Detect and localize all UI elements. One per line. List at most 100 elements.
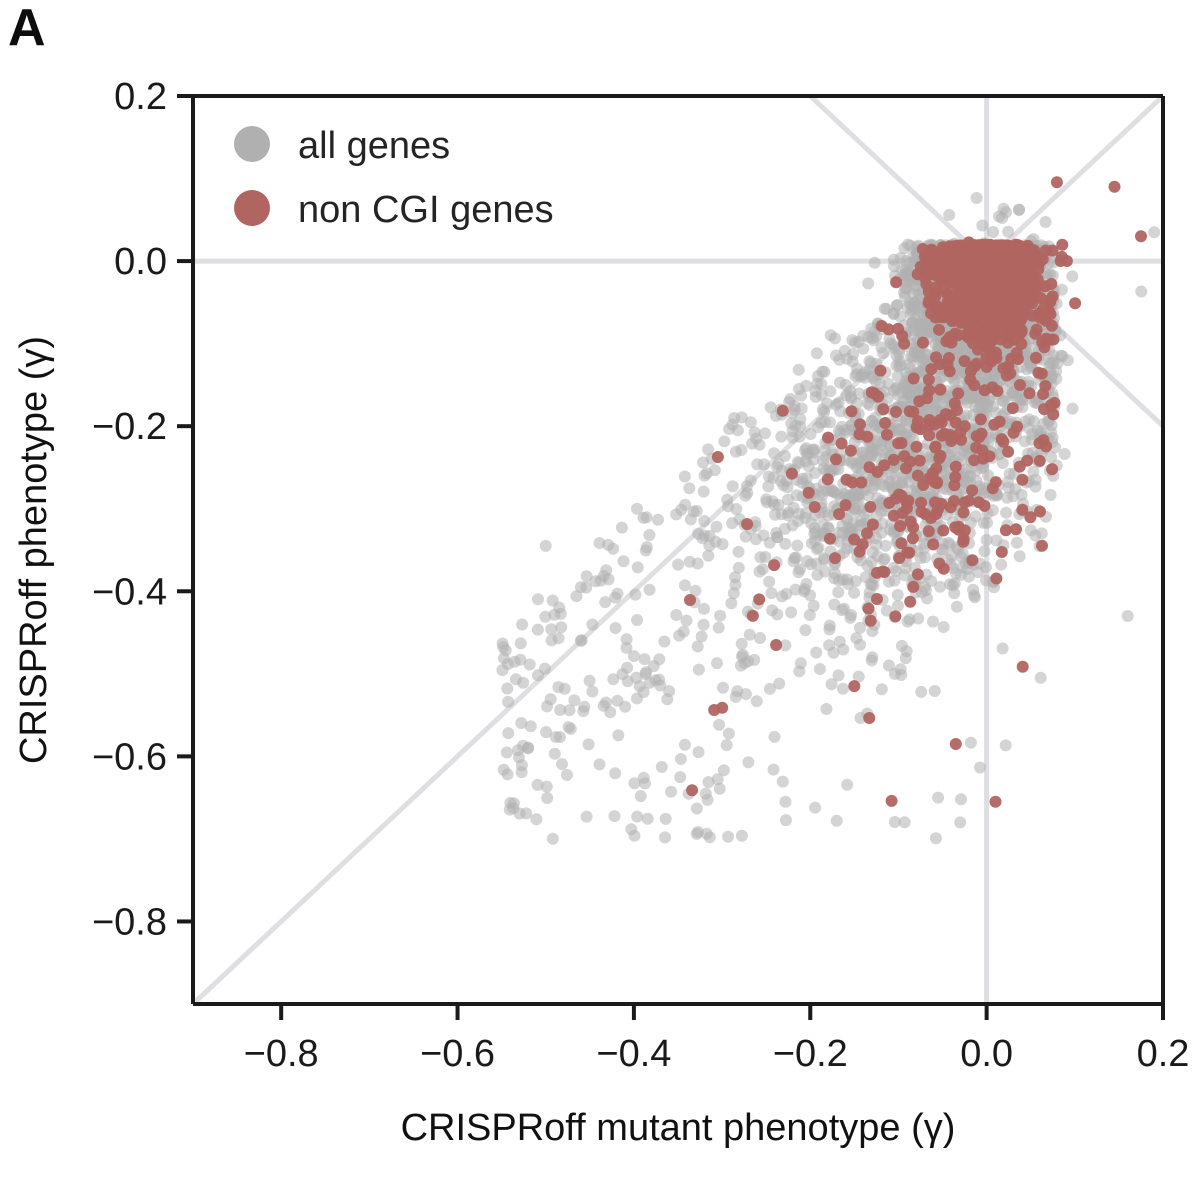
data-point (875, 683, 888, 696)
data-point (979, 371, 992, 384)
data-point (964, 736, 977, 749)
data-point (817, 462, 830, 475)
data-point (828, 567, 841, 580)
data-point (978, 545, 991, 558)
data-point (854, 638, 866, 651)
data-point (631, 561, 644, 574)
data-point (811, 568, 824, 581)
data-point (711, 657, 723, 670)
data-point (732, 545, 745, 558)
data-point (764, 401, 777, 414)
data-point (822, 521, 834, 534)
data-point (696, 532, 709, 545)
data-point (775, 508, 788, 521)
data-point (548, 747, 561, 760)
data-point (879, 539, 892, 552)
data-point (692, 663, 705, 676)
data-point (743, 628, 756, 641)
data-point (768, 447, 781, 460)
data-point (792, 363, 805, 376)
data-point (1039, 216, 1052, 228)
data-point (805, 537, 818, 550)
data-point (934, 580, 947, 593)
data-point (541, 792, 554, 804)
data-point (1034, 671, 1047, 684)
data-point (729, 578, 742, 591)
data-point-notable (1148, 226, 1161, 239)
data-point (883, 332, 896, 345)
data-point (778, 522, 791, 535)
data-point (563, 704, 576, 717)
data-point (807, 599, 820, 612)
data-point (773, 677, 786, 690)
data-point (982, 469, 994, 482)
data-point (583, 674, 596, 687)
data-point (1046, 387, 1059, 400)
data-point (652, 513, 664, 526)
data-point (765, 587, 778, 600)
data-point (726, 517, 739, 530)
data-point (824, 385, 837, 398)
data-point (691, 640, 704, 653)
data-point (915, 685, 928, 698)
data-point (702, 549, 715, 562)
data-point (586, 685, 599, 698)
data-point (779, 795, 792, 808)
data-point (776, 775, 789, 788)
data-point (908, 282, 921, 295)
data-point (996, 212, 1009, 224)
data-point (943, 538, 956, 551)
data-point (800, 442, 813, 455)
data-point (899, 562, 912, 575)
data-point (845, 457, 858, 469)
data-point (554, 704, 567, 716)
data-point (967, 583, 980, 596)
data-point (532, 669, 544, 682)
data-point (805, 517, 818, 530)
data-point (540, 780, 553, 793)
data-point (746, 437, 759, 450)
data-point (674, 771, 687, 784)
data-point (1043, 360, 1056, 373)
data-point (859, 571, 872, 583)
data-point (759, 551, 772, 563)
data-point (515, 766, 528, 779)
data-point (655, 761, 668, 773)
data-point (501, 768, 514, 781)
data-point (722, 727, 735, 740)
data-point (857, 342, 870, 355)
data-point (779, 537, 792, 550)
data-point (732, 561, 745, 574)
data-point (748, 426, 761, 439)
data-point (639, 668, 652, 680)
data-point (710, 520, 723, 533)
data-point (898, 242, 911, 255)
data-point (637, 511, 650, 524)
data-point (620, 633, 633, 646)
data-point (1049, 441, 1061, 454)
data-point (680, 614, 693, 627)
data-point (631, 614, 644, 626)
data-point (927, 615, 939, 628)
data-point (795, 389, 808, 402)
data-point (692, 746, 705, 759)
data-point (683, 482, 696, 495)
data-point (545, 623, 558, 636)
data-point (976, 219, 989, 232)
data-point (1027, 415, 1040, 428)
data-point (678, 579, 691, 592)
data-point (785, 606, 798, 619)
data-point (698, 515, 711, 527)
data-point (954, 568, 967, 581)
data-point (678, 738, 691, 751)
data-point (702, 776, 715, 789)
data-point (711, 773, 724, 786)
data-point (1058, 448, 1071, 460)
data-point (768, 498, 781, 511)
data-point (898, 816, 911, 829)
data-point (780, 587, 793, 600)
data-point (629, 588, 642, 601)
data-point (841, 778, 854, 791)
data-point (1026, 428, 1039, 440)
